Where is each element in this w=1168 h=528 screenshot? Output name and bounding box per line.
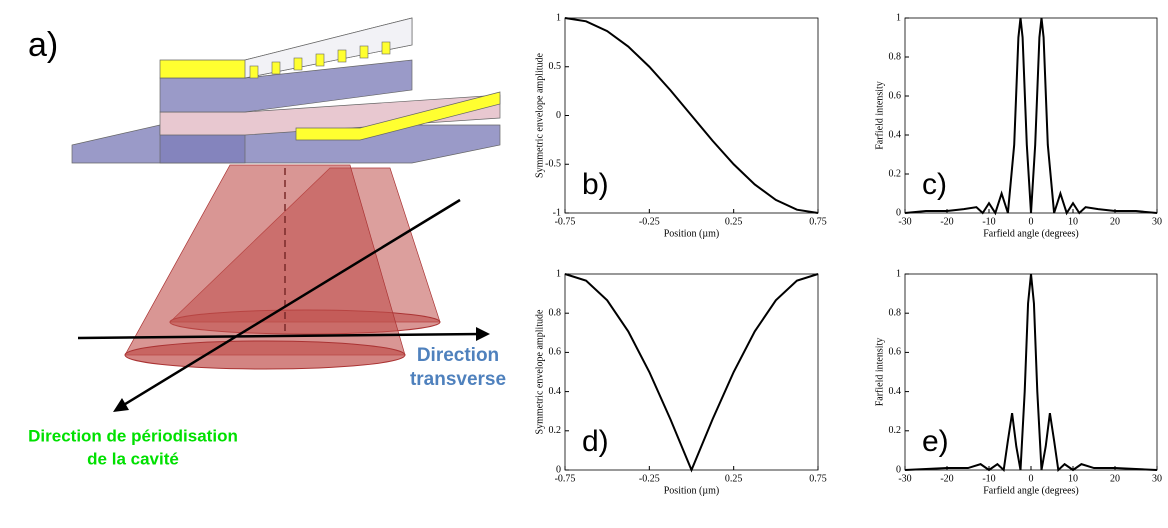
y-tick-label: 0.4 bbox=[889, 129, 902, 140]
line-series bbox=[564, 273, 819, 473]
y-tick-label: 0.2 bbox=[889, 425, 902, 436]
y-tick-label: 0 bbox=[556, 110, 561, 121]
x-tick-label: 30 bbox=[1152, 216, 1162, 227]
y-tick-label: 1 bbox=[556, 268, 561, 279]
device-diagram: a) Direction transverse Direction de pér… bbox=[28, 17, 506, 468]
y-tick-label: -0.5 bbox=[545, 159, 561, 170]
panel-label: a) bbox=[28, 26, 58, 64]
x-tick-label: 0 bbox=[1029, 473, 1034, 484]
y-axis-label: Symmetric envelope amplitude bbox=[534, 309, 545, 435]
x-tick-label: 30 bbox=[1152, 473, 1162, 484]
x-tick-label: 0.75 bbox=[809, 216, 827, 227]
y-axis-label: Farfield intensity bbox=[874, 338, 885, 407]
x-tick-label: 0 bbox=[1029, 216, 1034, 227]
x-tick-label: -0.25 bbox=[639, 473, 660, 484]
y-axis-label: Farfield intensity bbox=[874, 81, 885, 150]
y-tick-label: 0.8 bbox=[889, 51, 902, 62]
y-tick-label: 0.4 bbox=[549, 386, 562, 397]
y-tick-label: 0.6 bbox=[889, 347, 902, 358]
x-tick-label: -0.75 bbox=[555, 473, 576, 484]
x-tick-label: -30 bbox=[898, 473, 911, 484]
x-axis-label: Farfield angle (degrees) bbox=[983, 485, 1079, 496]
panel-label: b) bbox=[582, 168, 609, 201]
x-tick-label: 20 bbox=[1110, 216, 1120, 227]
y-tick-label: 0.5 bbox=[549, 61, 562, 72]
x-tick-label: -20 bbox=[940, 216, 953, 227]
y-tick-label: 0.6 bbox=[889, 90, 902, 101]
y-tick-label: 1 bbox=[896, 268, 901, 279]
annotation: Direction de périodisation bbox=[28, 426, 238, 445]
x-axis-label: Position (µm) bbox=[664, 228, 720, 239]
y-tick-label: 0 bbox=[896, 464, 901, 475]
y-tick-label: 0.4 bbox=[889, 386, 902, 397]
y-tick-label: 0 bbox=[556, 464, 561, 475]
annotation: transverse bbox=[410, 369, 506, 390]
x-tick-label: -10 bbox=[982, 216, 995, 227]
y-tick-label: -1 bbox=[553, 207, 561, 218]
x-tick-label: -0.75 bbox=[555, 216, 576, 227]
line-series bbox=[904, 273, 1158, 473]
panel-label: c) bbox=[922, 168, 947, 201]
y-tick-label: 0 bbox=[896, 207, 901, 218]
y-tick-label: 0.2 bbox=[549, 425, 562, 436]
y-tick-label: 1 bbox=[896, 12, 901, 23]
x-tick-label: -20 bbox=[940, 473, 953, 484]
y-tick-label: 1 bbox=[556, 12, 561, 23]
y-tick-label: 0.2 bbox=[889, 168, 902, 179]
x-tick-label: -0.25 bbox=[639, 216, 660, 227]
annotation: Direction bbox=[417, 345, 499, 366]
x-tick-label: -30 bbox=[898, 216, 911, 227]
panel-label: e) bbox=[922, 425, 949, 458]
x-tick-label: 0.25 bbox=[725, 216, 743, 227]
x-tick-label: 20 bbox=[1110, 473, 1120, 484]
x-axis-label: Position (µm) bbox=[664, 485, 720, 496]
x-tick-label: 0.25 bbox=[725, 473, 743, 484]
x-tick-label: -10 bbox=[982, 473, 995, 484]
x-tick-label: 10 bbox=[1068, 216, 1078, 227]
line-series bbox=[564, 17, 819, 214]
line-series bbox=[904, 17, 1158, 216]
x-tick-label: 0.75 bbox=[809, 473, 827, 484]
y-tick-label: 0.8 bbox=[549, 307, 562, 318]
y-tick-label: 0.6 bbox=[549, 347, 562, 358]
annotation: de la cavité bbox=[87, 449, 179, 468]
panel-label: d) bbox=[582, 425, 609, 458]
x-tick-label: 10 bbox=[1068, 473, 1078, 484]
y-axis-label: Symmetric envelope amplitude bbox=[534, 52, 545, 178]
y-tick-label: 0.8 bbox=[889, 307, 902, 318]
x-axis-label: Farfield angle (degrees) bbox=[983, 228, 1079, 239]
